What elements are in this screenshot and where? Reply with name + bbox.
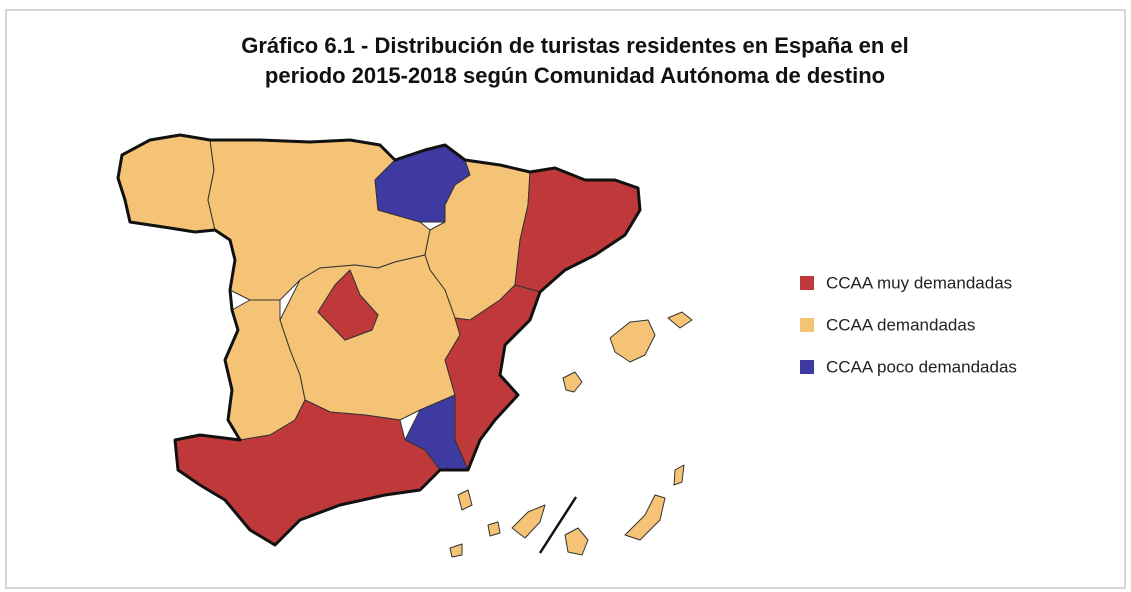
spain-map [116, 133, 693, 558]
title-line: Gráfico 6.1 - Distribución de turistas r… [241, 33, 909, 58]
island [562, 371, 583, 393]
island [624, 494, 666, 541]
island [673, 464, 685, 486]
island [449, 543, 463, 558]
island [667, 311, 693, 329]
region [317, 269, 379, 341]
island [457, 489, 473, 511]
legend-label: CCAA poco demandadas [826, 357, 1017, 376]
island [564, 527, 589, 556]
title-line: periodo 2015-2018 según Comunidad Autóno… [265, 63, 885, 88]
legend-swatch [800, 276, 814, 290]
island [609, 319, 656, 363]
canary-separator [538, 496, 578, 554]
legend-label: CCAA demandadas [826, 315, 975, 334]
region [279, 254, 461, 421]
legend-swatch [800, 360, 814, 374]
island [511, 504, 546, 539]
legend-label: CCAA muy demandadas [826, 273, 1012, 292]
coastline [116, 133, 642, 547]
island [487, 521, 501, 537]
legend-swatch [800, 318, 814, 332]
frame [5, 9, 1126, 589]
legend: CCAA muy demandadas CCAA demandadas CCAA… [800, 273, 1017, 376]
